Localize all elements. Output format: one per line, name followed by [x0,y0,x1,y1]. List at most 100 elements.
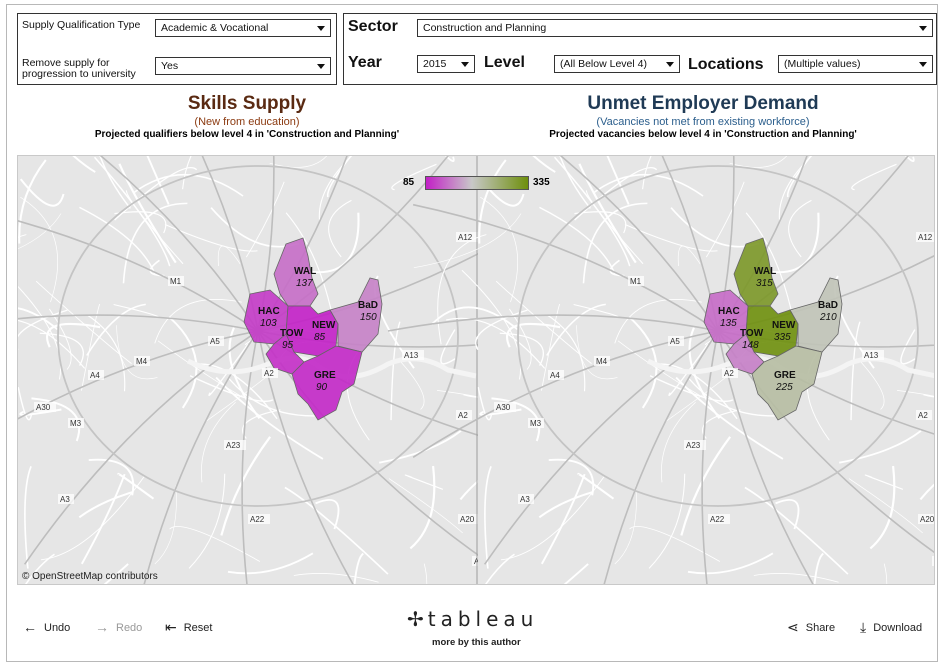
tableau-mark-icon: ✢ [407,607,424,631]
download-icon: ⤓ [860,619,867,635]
unmet-demand-title: Unmet Employer Demand [587,93,819,114]
download-button[interactable]: ⤓ Download [860,619,922,636]
svg-text:A5: A5 [210,337,220,346]
left-road-label: A30 [34,402,56,412]
supply-filter-panel: Supply Qualification Type Academic & Voc… [17,13,337,85]
right-region-layer[interactable] [703,237,843,421]
left-region-code-hac: HAC [258,306,280,317]
year-dropdown[interactable]: 2015 [417,55,475,73]
left-region-value-bad: 150 [360,312,377,323]
redo-button[interactable]: → Redo [95,619,142,635]
right-region-code-gre: GRE [774,370,796,381]
more-by-author-link[interactable]: more by this author [432,637,521,648]
svg-text:A30: A30 [496,403,511,412]
chevron-down-icon [317,26,325,31]
legend-gradient [425,176,529,190]
download-label: Download [873,622,923,634]
map-canvas[interactable]: WAL137HAC103BaD150NEW85TOW95GRE90A12M1A5… [18,156,935,585]
right-map-panel[interactable]: WAL315HAC135BaD210NEW335TOW148GRE225A12M… [387,156,935,585]
left-region-code-wal: WAL [294,266,316,277]
left-road-label: A3 [58,494,74,504]
right-region-value-bad: 210 [819,312,837,323]
svg-text:A4: A4 [90,371,100,380]
svg-text:A13: A13 [404,351,419,360]
left-road-label: A2 [262,368,278,378]
level-value: (All Below Level 4) [560,58,647,70]
right-region-bad[interactable] [789,277,843,353]
color-legend: 85 335 [403,176,553,192]
supply-qualification-dropdown[interactable]: Academic & Vocational [155,19,331,37]
remove-supply-label: Remove supply for progression to univers… [22,57,136,80]
svg-text:M3: M3 [530,419,542,428]
svg-text:A21: A21 [934,557,935,566]
right-road-label: A12 [916,232,934,242]
svg-text:A2: A2 [458,411,468,420]
svg-text:A23: A23 [686,441,701,450]
left-region-gre[interactable] [291,345,363,421]
right-region-code-wal: WAL [754,266,776,277]
svg-text:M3: M3 [70,419,82,428]
left-region-layer[interactable] [243,237,383,421]
unmet-demand-caption: Projected vacancies below level 4 in 'Co… [549,129,857,140]
locations-value: (Multiple values) [784,58,861,70]
right-road-label: A20 [918,514,934,524]
level-dropdown[interactable]: (All Below Level 4) [554,55,680,73]
left-road-label: A13 [402,350,424,360]
left-region-wal[interactable] [273,237,319,307]
skills-supply-caption: Projected qualifiers below level 4 in 'C… [94,129,400,140]
svg-text:A30: A30 [36,403,51,412]
left-road-label: A22 [248,514,270,524]
legend-min: 85 [403,177,415,188]
right-region-gre[interactable] [751,345,823,421]
left-region-bad[interactable] [329,277,383,353]
right-road-label: M4 [594,356,610,366]
reset-button[interactable]: ⇤ Reset [165,619,212,636]
svg-text:A5: A5 [670,337,680,346]
reset-icon: ⇤ [165,619,177,635]
share-icon: ⋖ [787,619,799,635]
remove-supply-dropdown[interactable]: Yes [155,57,331,75]
chevron-down-icon [666,62,674,67]
svg-text:A2: A2 [918,411,928,420]
undo-arrow-icon: ← [23,619,37,635]
right-region-code-bad: BaD [818,300,838,311]
left-map-panel[interactable]: WAL137HAC103BaD150NEW85TOW95GRE90A12M1A5… [18,156,589,585]
right-road-label: A22 [708,514,730,524]
right-road-label: A5 [668,336,684,346]
chevron-down-icon [919,62,927,67]
tableau-wordmark: tableau [427,607,539,631]
svg-text:M4: M4 [596,357,608,366]
osm-attribution[interactable]: © OpenStreetMap contributors [22,571,158,582]
svg-text:A13: A13 [864,351,879,360]
redo-label: Redo [116,622,143,634]
right-region-code-hac: HAC [718,306,740,317]
share-button[interactable]: ⋖ Share [787,619,835,636]
legend-max: 335 [533,177,550,188]
tableau-logo[interactable]: ✢ tableau [407,607,538,631]
sector-value: Construction and Planning [423,22,547,34]
sector-dropdown[interactable]: Construction and Planning [417,19,933,37]
svg-text:A2: A2 [724,369,734,378]
locations-dropdown[interactable]: (Multiple values) [778,55,933,73]
left-region-code-gre: GRE [314,370,336,381]
supply-qualification-value: Academic & Vocational [161,22,269,34]
chevron-down-icon [461,62,469,67]
left-region-value-gre: 90 [316,382,328,393]
left-region-code-tow: TOW [280,328,304,339]
undo-button[interactable]: ← Undo [23,619,70,635]
right-region-value-wal: 315 [756,278,773,289]
right-road-label: A30 [494,402,516,412]
right-road-label: M3 [528,418,544,428]
left-road-label: A5 [208,336,224,346]
right-region-wal[interactable] [733,237,779,307]
right-orbital-road [517,165,919,507]
chevron-down-icon [317,64,325,69]
undo-label: Undo [44,622,71,634]
left-region-value-tow: 95 [282,340,294,351]
toolbar: ← Undo → Redo ⇤ Reset ✢ tableau more by this… [17,601,935,655]
remove-supply-value: Yes [161,60,179,72]
svg-text:A12: A12 [458,233,473,242]
redo-arrow-icon: → [95,619,109,635]
left-region-code-new: NEW [312,320,336,331]
map-area[interactable]: WAL 137 HAC 103 BaD 150 NEW 85 TOW 95 GRE 90 A12 M1 A5… [17,155,935,585]
